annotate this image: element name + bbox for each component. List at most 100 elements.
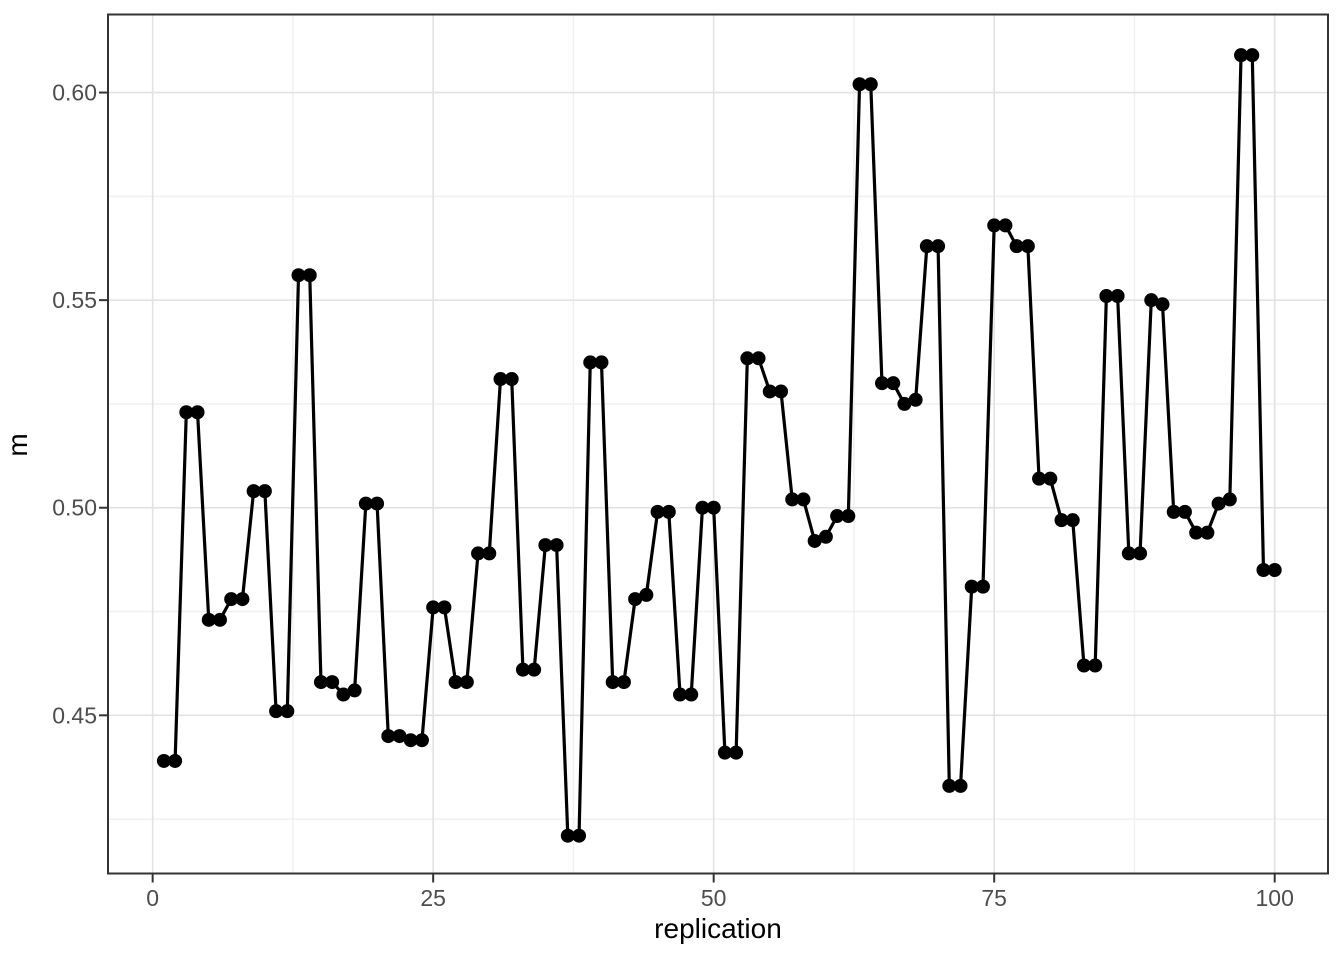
data-point [616,675,631,690]
data-point [414,733,429,748]
data-point [1234,48,1249,63]
data-point [1222,492,1237,507]
data-point [740,351,755,366]
x-axis-title: replication [654,913,782,944]
series-line [156,48,1282,843]
data-point [549,538,564,553]
data-point [639,587,654,602]
data-point [257,484,272,499]
data-point [684,687,699,702]
data-point [1076,658,1091,673]
data-point [953,778,968,793]
data-point [1121,546,1136,561]
x-tick-label: 100 [1256,885,1294,911]
data-point [504,372,519,387]
data-point [560,828,575,843]
data-point [471,546,486,561]
data-point [841,509,856,524]
data-point [998,218,1013,233]
data-point [650,504,665,519]
data-point [325,675,340,690]
data-point [1110,288,1125,303]
data-point [291,268,306,283]
data-point [695,500,710,515]
series-path [162,53,1277,838]
data-point [1054,513,1069,528]
data-point [370,496,385,511]
data-point [975,579,990,594]
data-point [751,351,766,366]
data-point [190,405,205,420]
data-point [1009,239,1024,254]
data-point [886,376,901,391]
data-point [1189,525,1204,540]
data-point [1032,471,1047,486]
data-point [246,484,261,499]
data-point [515,662,530,677]
y-tick-label: 0.50 [52,495,97,521]
data-point [179,405,194,420]
panel-border [107,13,1329,875]
data-point [908,392,923,407]
data-point [673,687,688,702]
data-point [717,745,732,760]
data-point [235,592,250,607]
data-point [482,546,497,561]
y-tick-labels: 0.45 0.50 0.55 0.60 [52,80,97,729]
data-point [1177,504,1192,519]
data-point [830,509,845,524]
grid-major [108,14,1328,874]
x-tick-label: 50 [701,885,727,911]
data-point [448,675,463,690]
y-tick-label: 0.60 [52,80,97,106]
data-point [1166,504,1181,519]
data-point [212,612,227,627]
data-point [201,612,216,627]
data-point [785,492,800,507]
axis-ticks [99,91,1276,883]
data-point [437,600,452,615]
x-tick-label: 25 [420,885,446,911]
data-point [1155,297,1170,312]
data-point [313,675,328,690]
data-point [897,396,912,411]
data-point [605,675,620,690]
data-point [1043,471,1058,486]
data-point [381,729,396,744]
data-point [426,600,441,615]
data-point [1088,658,1103,673]
x-tick-labels: 0 25 50 75 100 [146,885,1294,911]
data-point [336,687,351,702]
data-point [1211,496,1226,511]
data-point [987,218,1002,233]
data-point [1099,288,1114,303]
data-point [403,733,418,748]
data-point [863,77,878,92]
data-point [919,239,934,254]
data-point [706,500,721,515]
data-point [1065,513,1080,528]
y-tick-label: 0.45 [52,702,97,728]
data-point [1256,563,1271,578]
y-axis-title: m [2,433,33,456]
data-point [796,492,811,507]
data-point [347,683,362,698]
data-point [459,675,474,690]
data-point [1245,48,1260,63]
data-point [661,504,676,519]
data-point [1144,293,1159,308]
data-point [1267,563,1282,578]
data-point [358,496,373,511]
data-point [583,355,598,370]
data-point [874,376,889,391]
data-point [964,579,979,594]
data-point [168,753,183,768]
data-point [1200,525,1215,540]
data-point [818,529,833,544]
data-point [269,704,284,719]
data-point [774,384,789,399]
data-point [628,592,643,607]
data-point [493,372,508,387]
